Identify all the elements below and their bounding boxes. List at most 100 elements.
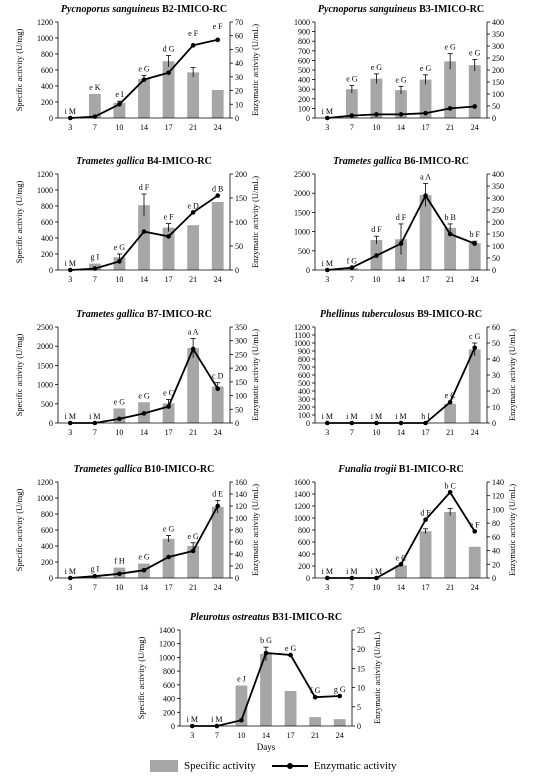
y-tick-label: 1200	[37, 478, 53, 487]
x-tick-label: 17	[165, 123, 173, 132]
y2-tick-label: 300	[492, 194, 504, 203]
y-tick-label: 1000	[37, 34, 53, 43]
bar-specific-activity	[187, 546, 200, 578]
x-tick-label: 17	[165, 275, 173, 284]
bar-specific-activity	[211, 506, 224, 578]
y-tick-label: 1400	[294, 490, 310, 499]
title-strain: B6-IMICO-RC	[401, 156, 469, 167]
x-tick-label: 7	[93, 428, 97, 437]
x-tick-label: 21	[189, 123, 197, 132]
line-point	[398, 112, 404, 117]
line-point	[423, 110, 428, 116]
y2-axis-label: Enzymatic activity (U/mL)	[250, 24, 260, 116]
y-tick-label: 0	[171, 722, 175, 731]
significance-letters: i M	[65, 567, 76, 576]
legend-label-enzymatic: Enzymatic activity	[313, 760, 397, 772]
y2-tick-label: 200	[235, 364, 247, 373]
line-point	[312, 694, 318, 700]
significance-letters: e F	[470, 520, 481, 529]
y2-tick-label: 50	[235, 405, 243, 414]
x-tick-label: 7	[93, 275, 97, 284]
significance-letters: e G	[285, 644, 297, 653]
y2-tick-label: 70	[235, 18, 243, 27]
x-tick-label: 21	[446, 583, 454, 592]
x-tick-label: 3	[68, 428, 72, 437]
y-axis-label: Specific activity (U/mg)	[14, 29, 24, 112]
x-tick-label: 10	[115, 583, 123, 592]
chart-title: Trametes gallica B6-IMICO-RC	[333, 156, 469, 167]
y-axis-label: Specific activity (U/mg)	[136, 637, 146, 720]
significance-letters: b B	[444, 213, 455, 222]
y-tick-label: 700	[298, 47, 310, 56]
x-tick-label: 3	[68, 275, 72, 284]
y2-tick-label: 350	[492, 30, 504, 39]
y-tick-label: 400	[298, 76, 310, 85]
y2-tick-label: 10	[492, 403, 500, 412]
x-tick-label: 10	[372, 275, 380, 284]
y2-tick-label: 120	[492, 492, 504, 501]
bar-specific-activity	[162, 61, 175, 118]
x-tick-label: 3	[68, 583, 72, 592]
x-tick-label: 24	[471, 275, 479, 284]
significance-letters: b F	[469, 230, 480, 239]
x-tick-label: 21	[446, 428, 454, 437]
line-point	[92, 420, 98, 426]
x-tick-label: 3	[325, 123, 329, 132]
significance-letters: i M	[395, 412, 406, 421]
y-tick-label: 1200	[294, 502, 310, 511]
x-tick-label: 7	[350, 583, 354, 592]
y-tick-label: 2000	[37, 342, 53, 351]
line-point	[423, 517, 428, 523]
x-tick-label: 14	[262, 731, 270, 740]
x-tick-label: 14	[397, 583, 405, 592]
line-point	[67, 115, 73, 121]
y2-tick-label: 150	[235, 378, 247, 387]
y2-tick-label: 100	[492, 505, 504, 514]
bar-specific-activity	[395, 565, 407, 578]
bar-specific-activity	[444, 403, 457, 423]
y-tick-label: 500	[298, 379, 310, 388]
y-tick-label: 400	[41, 234, 53, 243]
y2-tick-label: 0	[235, 419, 239, 428]
chart-panel-4: Trametes gallica B6-IMICO-RC050010001500…	[294, 156, 504, 284]
bar-specific-activity	[468, 243, 481, 270]
significance-letters: f G	[310, 686, 321, 695]
x-tick-label: 14	[140, 428, 148, 437]
line-point	[141, 567, 147, 573]
y2-tick-label: 100	[492, 90, 504, 99]
x-tick-label: 24	[214, 123, 222, 132]
y2-tick-label: 150	[492, 230, 504, 239]
line-point	[374, 420, 379, 426]
significance-letters: e G	[114, 243, 126, 252]
y-tick-label: 1000	[37, 494, 53, 503]
title-strain: B10-IMICO-RC	[142, 464, 215, 475]
y2-tick-label: 0	[492, 574, 496, 583]
x-tick-label: 24	[471, 123, 479, 132]
chart-title: Pycnoporus sanguineus B3-IMICO-RC	[318, 4, 484, 15]
title-species: Trametes gallica	[74, 464, 142, 475]
x-tick-label: 7	[93, 123, 97, 132]
y-tick-label: 500	[298, 66, 310, 75]
x-tick-label: 3	[68, 123, 72, 132]
title-strain: B3-IMICO-RC	[417, 4, 485, 15]
line-point	[166, 234, 171, 239]
x-tick-label: 21	[189, 428, 197, 437]
x-tick-label: 7	[350, 275, 354, 284]
y-tick-label: 100	[298, 104, 310, 113]
x-tick-label: 17	[422, 428, 430, 437]
y2-tick-label: 250	[492, 206, 504, 215]
x-tick-label: 17	[422, 123, 430, 132]
y-tick-label: 800	[298, 355, 310, 364]
y-tick-label: 1500	[294, 208, 310, 217]
y-tick-label: 1100	[294, 331, 310, 340]
y2-tick-label: 0	[235, 114, 239, 123]
significance-letters: i M	[65, 259, 76, 268]
line-point	[67, 420, 73, 426]
y2-tick-label: 50	[235, 45, 243, 54]
x-tick-label: 14	[397, 123, 405, 132]
line-point	[447, 489, 453, 495]
y2-tick-label: 0	[235, 266, 239, 275]
line-point	[447, 106, 453, 111]
line-point	[423, 193, 428, 198]
bar-specific-activity	[162, 403, 175, 423]
